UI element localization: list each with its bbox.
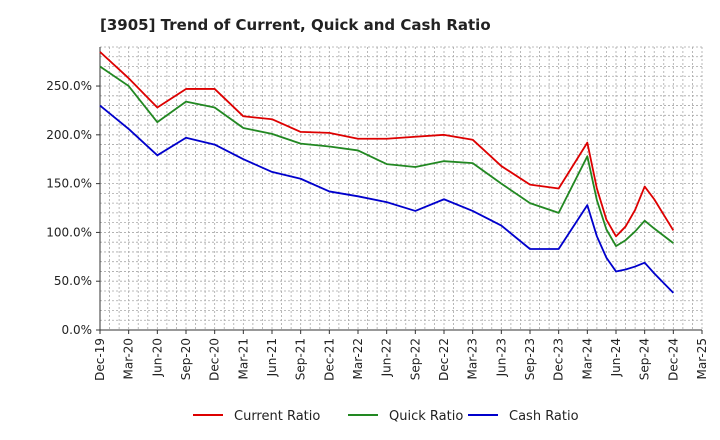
series-line-current-ratio <box>99 51 675 238</box>
x-tick-label: Sep-23 <box>523 338 537 380</box>
y-tick-label: 50.0% <box>54 274 92 288</box>
grid <box>99 46 703 330</box>
y-tick-label: 0.0% <box>62 323 93 337</box>
x-tick-label: Dec-19 <box>93 338 107 381</box>
y-tick-label: 250.0% <box>46 79 92 93</box>
axes <box>99 47 702 331</box>
x-tick-label: Dec-23 <box>552 338 566 381</box>
series-line-quick-ratio <box>99 65 674 247</box>
x-tick-label: Jun-21 <box>265 338 279 377</box>
y-tick-label: 100.0% <box>46 225 92 239</box>
x-tick-label: Jun-22 <box>380 338 394 377</box>
series-lines <box>99 51 675 294</box>
x-tick-label: Jun-24 <box>609 338 623 377</box>
x-tick-label: Mar-22 <box>351 338 365 379</box>
x-tick-label: Dec-24 <box>666 338 680 381</box>
x-tick-label: Sep-22 <box>408 338 422 380</box>
legend: Current Ratio Quick Ratio Cash Ratio <box>193 409 579 424</box>
x-tick-label: Sep-20 <box>179 338 193 380</box>
x-tick-label: Dec-22 <box>437 338 451 381</box>
y-axis-ticks: 0.0% 50.0% 100.0% 150.0% 200.0% 250.0% <box>46 79 100 337</box>
x-tick-label: Mar-21 <box>236 338 250 379</box>
y-tick-label: 150.0% <box>46 177 92 191</box>
x-tick-label: Dec-21 <box>322 338 336 381</box>
x-axis-ticks: Dec-19 Mar-20 Jun-20 Sep-20 Dec-20 Mar-21 Jun-… <box>93 330 709 381</box>
x-tick-label: Sep-24 <box>638 338 652 380</box>
x-tick-label: Jun-23 <box>494 338 508 377</box>
legend-label-current-ratio: Current Ratio <box>234 409 320 424</box>
x-tick-label: Mar-25 <box>695 338 709 379</box>
x-tick-label: Mar-24 <box>580 338 594 379</box>
x-tick-label: Jun-20 <box>150 338 164 377</box>
series-line-cash-ratio <box>99 104 674 294</box>
legend-label-cash-ratio: Cash Ratio <box>509 409 579 424</box>
y-tick-label: 200.0% <box>46 128 92 142</box>
x-tick-label: Dec-20 <box>208 338 222 381</box>
x-tick-label: Mar-23 <box>466 338 480 379</box>
chart-title: [3905] Trend of Current, Quick and Cash … <box>100 16 491 34</box>
legend-label-quick-ratio: Quick Ratio <box>389 409 463 424</box>
x-tick-label: Mar-20 <box>122 338 136 379</box>
x-tick-label: Sep-21 <box>294 338 308 380</box>
